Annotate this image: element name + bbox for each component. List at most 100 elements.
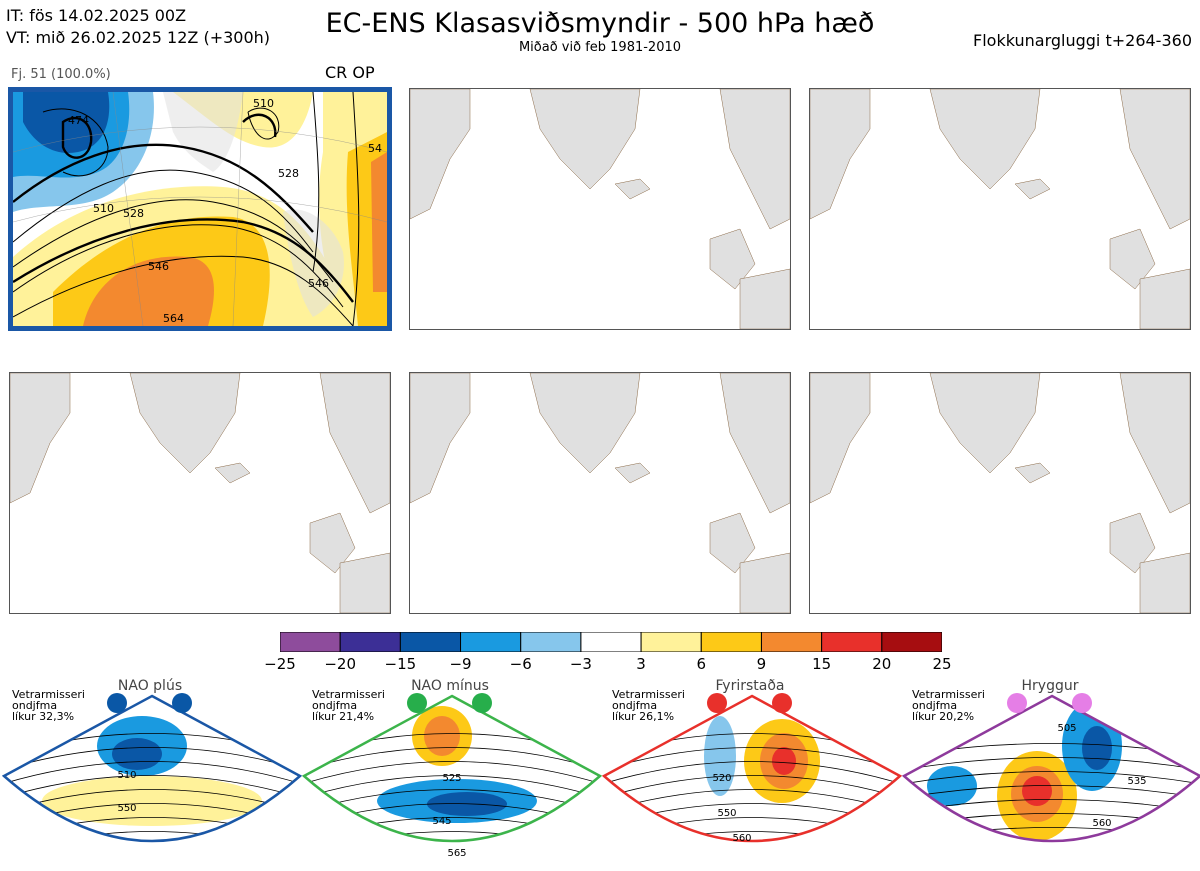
colorbar-tick-label: 15	[812, 655, 832, 673]
regime-info-line: ondjfma	[312, 699, 358, 712]
regime-anomaly-blob	[772, 747, 796, 775]
contour-label-1: 474	[68, 114, 89, 127]
cluster-map-5-svg	[410, 373, 790, 613]
regime-info: Vetrarmisseri ondjfma líkur 20,2%	[912, 689, 985, 722]
regime-title: NAO mínus	[411, 678, 489, 694]
regime-contour-label: 565	[447, 848, 466, 859]
cluster-map-3[interactable]	[809, 88, 1191, 330]
regime-info-line: Vetrarmisseri	[912, 688, 985, 701]
regime-border	[302, 694, 602, 843]
regime-info-line: ondjfma	[12, 699, 58, 712]
regime-contour-label: 560	[732, 833, 751, 844]
colorbar-swatch	[640, 632, 702, 652]
contour-label-5: 510	[253, 97, 274, 110]
anomaly-darkblue	[23, 92, 110, 153]
contour-label-2: 528	[123, 207, 144, 220]
regime-contour	[4, 775, 300, 799]
regime-panel[interactable]: Fyrirstaða 520 550 560 Vetrarmisseri ondjfma l…	[602, 676, 902, 871]
contour-label-9: 54	[368, 142, 382, 155]
cluster-tag: CR OP	[325, 63, 375, 82]
regime-info-line: líkur 21,4%	[312, 710, 375, 723]
colorbar-swatch	[700, 632, 762, 652]
regime-marker-dot	[1072, 693, 1092, 713]
colorbar-tick-label: 25	[932, 655, 952, 673]
regime-contour	[604, 747, 900, 771]
classification-window: Flokkunargluggi t+264-360	[973, 31, 1192, 50]
regime-title: Fyrirstaða	[716, 678, 785, 694]
regime-info: Vetrarmisseri ondjfma líkur 26,1%	[612, 689, 685, 722]
regime-panel[interactable]: NAO mínus 525 545 565 Vetrarmisseri ondjfma lí…	[302, 676, 602, 871]
regime-contour	[304, 747, 600, 771]
valid-time: VT: mið 26.02.2025 12Z (+300h)	[6, 28, 271, 47]
regime-contour-label: 525	[442, 773, 461, 784]
cluster-map-1-svg: 474 528 546 564 510 528 546 510 54	[13, 92, 387, 326]
regime-title: NAO plús	[118, 678, 182, 694]
contour-label-4: 564	[163, 312, 184, 325]
regime-info: Vetrarmisseri ondjfma líkur 32,3%	[12, 689, 85, 722]
colorbar-tick-label: 20	[872, 655, 892, 673]
colorbar-swatch	[821, 632, 883, 652]
regime-contour	[904, 757, 1200, 771]
regime-contour	[604, 761, 900, 785]
cluster-map-4[interactable]	[9, 372, 391, 614]
regime-anomaly-blob	[1082, 726, 1112, 770]
land-greenland	[163, 92, 243, 172]
regime-anomaly-blob	[1022, 776, 1052, 806]
regime-info-line: Vetrarmisseri	[312, 688, 385, 701]
member-count: Fj. 51 (100.0%)	[11, 67, 111, 82]
regime-panel[interactable]: Hryggur 505 535 560 Vetrarmisseri ondjfma líku…	[902, 676, 1200, 871]
colorbar-swatch	[760, 632, 823, 652]
cluster-map-6-svg	[810, 373, 1190, 613]
anomaly-orange	[83, 256, 214, 326]
cluster-map-1[interactable]: 474 528 546 564 510 528 546 510 54	[8, 87, 392, 331]
colorbar-swatch	[580, 632, 642, 652]
regime-contour-label: 550	[117, 803, 136, 814]
contour-label-8: 510	[93, 202, 114, 215]
colorbar-tick-label: −25	[264, 655, 296, 673]
cluster-map-2-svg	[410, 89, 790, 329]
regime-contour-label: 535	[1127, 776, 1146, 787]
regime-contour	[4, 831, 300, 841]
regime-marker-dot	[107, 693, 127, 713]
cluster-map-4-svg	[10, 373, 390, 613]
regime-marker-dot	[472, 693, 492, 713]
regime-title: Hryggur	[1022, 678, 1079, 694]
regime-contour	[902, 842, 1200, 855]
regime-border	[902, 694, 1200, 843]
colorbar-swatch	[881, 632, 942, 652]
regime-marker-dot	[1007, 693, 1027, 713]
cluster-map-3-svg	[810, 89, 1190, 329]
regime-contour	[904, 785, 1200, 799]
regime-info-line: ondjfma	[612, 699, 658, 712]
colorbar-swatch	[399, 632, 462, 652]
regime-info-line: líkur 20,2%	[912, 710, 975, 723]
regime-map: NAO mínus 525 545 565	[302, 678, 602, 859]
contour-label-7: 546	[308, 277, 329, 290]
colorbar-tick-label: −3	[569, 655, 592, 673]
regime-panel[interactable]: NAO plús 510 550 Vetrarmisseri ondjfma líkur …	[2, 676, 302, 871]
regime-anomaly-blob	[42, 776, 262, 826]
regime-info-line: ondjfma	[912, 699, 958, 712]
regime-contour	[604, 775, 900, 799]
regime-map: Fyrirstaða 520 550 560	[602, 678, 902, 844]
regime-border	[602, 694, 902, 843]
contour-label-6: 528	[278, 167, 299, 180]
init-time: IT: fös 14.02.2025 00Z	[6, 6, 187, 25]
regime-contour-label: 545	[432, 816, 451, 827]
regime-contour	[304, 831, 600, 841]
regime-contour	[604, 817, 900, 841]
cluster-map-2[interactable]	[409, 88, 791, 330]
cluster-map-6[interactable]	[809, 372, 1191, 614]
cluster-map-5[interactable]	[409, 372, 791, 614]
page-subtitle: Miðað við feb 1981-2010	[518, 40, 682, 55]
contour-label-3: 546	[148, 260, 169, 273]
regime-marker-dot	[707, 693, 727, 713]
colorbar-swatch	[520, 632, 582, 652]
colorbar-tick-label: −20	[324, 655, 356, 673]
colorbar-tick-label: 3	[636, 655, 646, 673]
regime-contour	[604, 831, 900, 841]
colorbar-tick-label: −9	[449, 655, 472, 673]
regime-info-line: Vetrarmisseri	[12, 688, 85, 701]
regime-contour	[902, 856, 1200, 869]
colorbar	[280, 632, 942, 652]
